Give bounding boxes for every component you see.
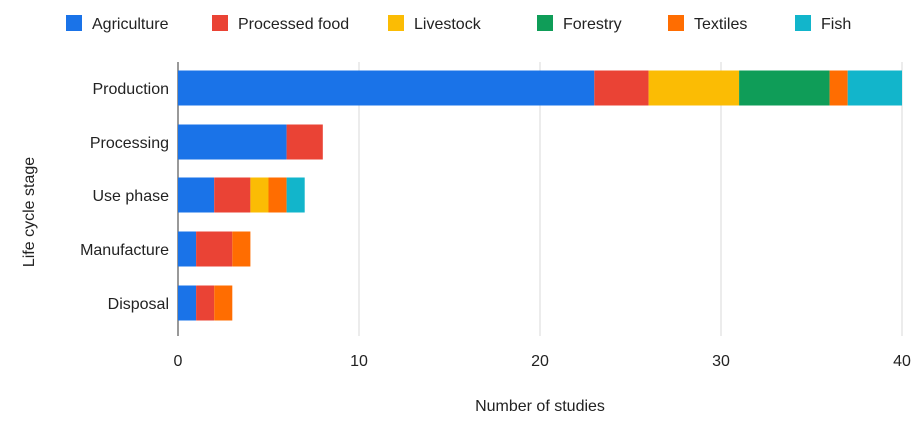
legend-label: Processed food (238, 16, 349, 33)
bar-segment (739, 70, 830, 106)
bar-segment (250, 177, 269, 213)
legend-label: Agriculture (92, 16, 169, 33)
legend-label: Livestock (414, 16, 482, 33)
legend: Agriculture Processed food Livestock Forest… (66, 15, 851, 33)
bar-segment (594, 70, 649, 106)
bar-segment (829, 70, 848, 106)
y-tick-label: Processing (90, 135, 169, 152)
legend-swatch (795, 15, 811, 31)
bar-segment (178, 285, 197, 321)
legend-label: Textiles (694, 16, 747, 33)
bar-row (178, 70, 902, 106)
bar-segment (178, 70, 595, 106)
bar-segment (268, 177, 287, 213)
bar-segment (232, 231, 251, 267)
legend-swatch (388, 15, 404, 31)
legend-swatch (668, 15, 684, 31)
bar-segment (847, 70, 902, 106)
legend-swatch (212, 15, 228, 31)
legend-item: Livestock (388, 15, 482, 33)
bar-segment (214, 285, 233, 321)
x-tick-label: 10 (350, 353, 368, 370)
x-tick-label: 20 (531, 353, 549, 370)
y-axis: Production Processing Use phase Manufacture… (80, 81, 169, 313)
legend-swatch (66, 15, 82, 31)
x-axis: 0 10 20 30 40 (174, 353, 911, 370)
bar-segment (286, 124, 323, 160)
bar-row (178, 231, 251, 267)
legend-label: Forestry (563, 16, 622, 33)
bar-segment (648, 70, 740, 106)
x-tick-label: 40 (893, 353, 911, 370)
bar-row (178, 124, 323, 160)
legend-item: Forestry (537, 15, 622, 33)
y-tick-label: Production (93, 81, 170, 98)
bar-segment (178, 231, 197, 267)
legend-item: Fish (795, 15, 851, 33)
bar-segment (196, 285, 215, 321)
bar-segment (196, 231, 233, 267)
y-tick-label: Disposal (108, 296, 169, 313)
legend-item: Textiles (668, 15, 747, 33)
x-axis-title: Number of studies (475, 398, 605, 415)
bars (178, 70, 902, 321)
legend-item: Processed food (212, 15, 349, 33)
bar-row (178, 177, 305, 213)
y-axis-title: Life cycle stage (21, 157, 38, 267)
legend-swatch (537, 15, 553, 31)
legend-item: Agriculture (66, 15, 169, 33)
bar-segment (178, 177, 215, 213)
legend-label: Fish (821, 16, 851, 33)
bar-segment (214, 177, 251, 213)
y-tick-label: Use phase (93, 188, 170, 205)
bar-row (178, 285, 233, 321)
bar-segment (178, 124, 287, 160)
bar-segment (286, 177, 305, 213)
x-tick-label: 0 (174, 353, 183, 370)
y-tick-label: Manufacture (80, 242, 169, 259)
x-tick-label: 30 (712, 353, 730, 370)
